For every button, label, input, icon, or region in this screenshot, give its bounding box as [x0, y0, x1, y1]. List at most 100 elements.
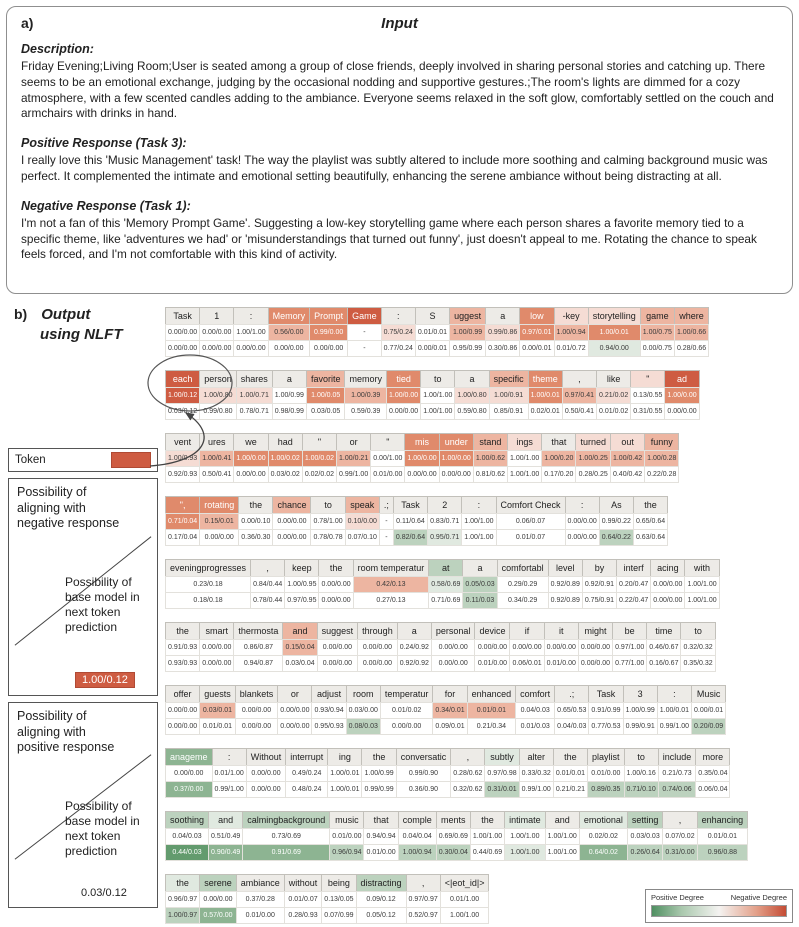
neg-alignment-value-cell: 0.21/0.73 — [657, 765, 697, 782]
token-cell: and — [544, 811, 580, 829]
heatmap-column: theme 1.00/0.01 0.02/0.01 — [527, 370, 563, 420]
token-cell: comfort — [515, 685, 556, 703]
pos-alignment-value-cell: 0.01/0.00 — [363, 844, 399, 861]
heatmap-column: tied 1.00/0.00 0.00/0.00 — [385, 370, 422, 420]
pos-alignment-value-cell: 0.99/1.00 — [656, 718, 692, 735]
token-cell: serene — [199, 874, 237, 892]
neg-alignment-value-cell: 0.46/0.67 — [646, 639, 682, 656]
heatmap-column: distracting 0.09/0.12 0.05/0.12 — [355, 874, 407, 924]
token-cell: like — [596, 370, 632, 388]
negative-example-value: 1.00/0.12 — [75, 672, 135, 688]
pos-alignment-value-cell: 0.77/0.53 — [588, 718, 624, 735]
heatmap-column: :0.01/1.00 0.99/1.00 — [211, 748, 247, 798]
positive-response-heading: Positive Response (Task 3): — [21, 136, 187, 151]
neg-alignment-value-cell: 0.00/0.00 — [234, 702, 279, 719]
heatmap-column: to 0.32/0.32 0.35/0.32 — [680, 622, 716, 672]
neg-alignment-value-cell: 0.01/0.02 — [379, 702, 434, 719]
neg-alignment-value-cell: 0.01/0.01 — [466, 702, 517, 719]
token-cell: the — [632, 496, 669, 514]
neg-alignment-value-cell: 0.00/0.00 — [199, 639, 235, 656]
neg-alignment-value-cell: 0.01/1.00 — [439, 891, 490, 908]
neg-alignment-value-cell: 0.03/0.03 — [626, 828, 664, 845]
heatmap-column: Task 0.11/0.64 0.82/0.64 — [392, 496, 429, 546]
neg-alignment-value-cell: 0.00/0.00 — [543, 639, 579, 656]
token-cell: for — [432, 685, 468, 703]
neg-alignment-value-cell: 0.35/0.04 — [695, 765, 731, 782]
token-cell: through — [357, 622, 398, 640]
token-cell: Music — [690, 685, 727, 703]
neg-alignment-value-cell: 1.00/1.00 — [544, 828, 580, 845]
neg-alignment-value-cell: 0.06/0.07 — [495, 513, 566, 530]
negative-alignment-label: Possibility of aligning with negative re… — [17, 485, 120, 531]
heatmap-column: uggest 1.00/0.99 0.95/0.99 — [449, 307, 487, 357]
token-cell: ures — [199, 433, 235, 451]
positive-alignment-label: Possibility of aligning with positive re… — [17, 709, 115, 755]
token-cell: Memory — [267, 307, 311, 325]
heatmap-row-group: the 0.96/0.97 1.00/0.97 serene 0.00/0.00 0.57… — [165, 874, 798, 924]
token-cell: include — [657, 748, 697, 766]
token-cell: acing — [650, 559, 686, 577]
neg-alignment-value-cell: 1.00/0.95 — [284, 576, 320, 593]
pos-alignment-value-cell: 0.92/0.92 — [396, 655, 432, 672]
heatmap-row-group: anageme 0.00/0.00 0.37/0.00:0.01/1.00 0.99/… — [165, 748, 798, 798]
heatmap-column: be 0.97/1.00 0.77/1.00 — [612, 622, 648, 672]
heatmap-column: to 1.00/1.00 1.00/1.00 — [420, 370, 456, 420]
heatmap-column: it 0.00/0.00 0.01/0.00 — [543, 622, 579, 672]
pos-alignment-value-cell: 0.50/0.41 — [561, 403, 598, 420]
heatmap-column: ad 1.00/0.00 0.00/0.00 — [664, 370, 700, 420]
token-cell: we — [233, 433, 269, 451]
pos-alignment-value-cell: 0.00/0.00 — [165, 718, 201, 735]
neg-alignment-value-cell: 0.00/0.00 — [564, 513, 600, 530]
token-cell: S — [414, 307, 451, 325]
token-cell: if — [509, 622, 545, 640]
pos-alignment-value-cell: 0.00/0.00 — [309, 340, 349, 357]
heatmap-column: soothing 0.04/0.03 0.44/0.03 — [165, 811, 210, 861]
neg-alignment-value-cell: 0.15/0.01 — [199, 513, 240, 530]
token-cell: 2 — [427, 496, 463, 514]
neg-alignment-value-cell: 0.71/0.04 — [165, 513, 201, 530]
neg-alignment-value-cell: 0.99/0.86 — [485, 324, 521, 341]
token-cell: the — [238, 496, 274, 514]
token-cell: : — [461, 496, 497, 514]
token-cell: temperatur — [379, 685, 434, 703]
heatmap-column: acing 0.00/0.00 0.00/0.00 — [650, 559, 686, 609]
token-cell: distracting — [355, 874, 407, 892]
pos-alignment-value-cell: 0.96/0.88 — [696, 844, 749, 861]
pos-alignment-value-cell: 0.03/0.04 — [282, 655, 318, 672]
neg-alignment-value-cell: 0.01/0.00 — [587, 765, 625, 782]
neg-alignment-value-cell: 0.00/0.10 — [238, 513, 274, 530]
token-cell: level — [547, 559, 583, 577]
neg-alignment-value-cell: 1.00/0.02 — [301, 450, 338, 467]
neg-alignment-value-cell: 0.78/1.00 — [310, 513, 346, 530]
neg-alignment-value-cell: 0.01/0.00 — [329, 828, 365, 845]
neg-alignment-value-cell: 0.97/0.01 — [519, 324, 555, 341]
neg-alignment-value-cell: 0.15/0.04 — [282, 639, 318, 656]
pos-alignment-value-cell: 0.77/1.00 — [612, 655, 648, 672]
heatmap-column: room 0.03/0.00 0.08/0.03 — [345, 685, 381, 735]
pos-alignment-value-cell: 0.59/0.80 — [454, 403, 490, 420]
neg-alignment-value-cell: 0.07/0.02 — [662, 828, 698, 845]
pos-alignment-value-cell: 0.78/0.44 — [250, 592, 286, 609]
pos-alignment-value-cell: 0.00/0.00 — [564, 529, 600, 546]
neg-alignment-value-cell: 0.73/0.69 — [242, 828, 331, 845]
pos-alignment-value-cell: 0.09/0.01 — [432, 718, 468, 735]
pos-alignment-value-cell: 0.99/0.91 — [622, 718, 658, 735]
heatmap-column: temperatur 0.01/0.02 0.00/0.00 — [379, 685, 434, 735]
heatmap-column: Game - - — [347, 307, 382, 357]
token-cell: playlist — [587, 748, 625, 766]
pos-alignment-value-cell: 0.01/0.72 — [553, 340, 589, 357]
token-cell: out — [609, 433, 646, 451]
heatmap-column: eveningprogresses 0.23/0.18 0.18/0.18 — [165, 559, 252, 609]
pos-alignment-value-cell: 0.03/0.05 — [305, 403, 346, 420]
neg-alignment-value-cell: 1.00/0.99 — [622, 702, 658, 719]
pos-alignment-value-cell: 0.01/0.00 — [235, 907, 285, 924]
neg-alignment-value-cell: 0.75/0.24 — [380, 324, 416, 341]
token-cell: or — [336, 433, 372, 451]
pos-alignment-value-cell: 0.18/0.18 — [165, 592, 252, 609]
pos-alignment-value-cell: 0.22/0.47 — [616, 592, 652, 609]
neg-alignment-value-cell: 0.99/0.00 — [309, 324, 349, 341]
token-cell: being — [321, 874, 357, 892]
token-cell: setting — [626, 811, 664, 829]
neg-alignment-value-cell: 0.04/0.03 — [515, 702, 556, 719]
neg-alignment-value-cell: 1.00/0.01 — [656, 702, 692, 719]
